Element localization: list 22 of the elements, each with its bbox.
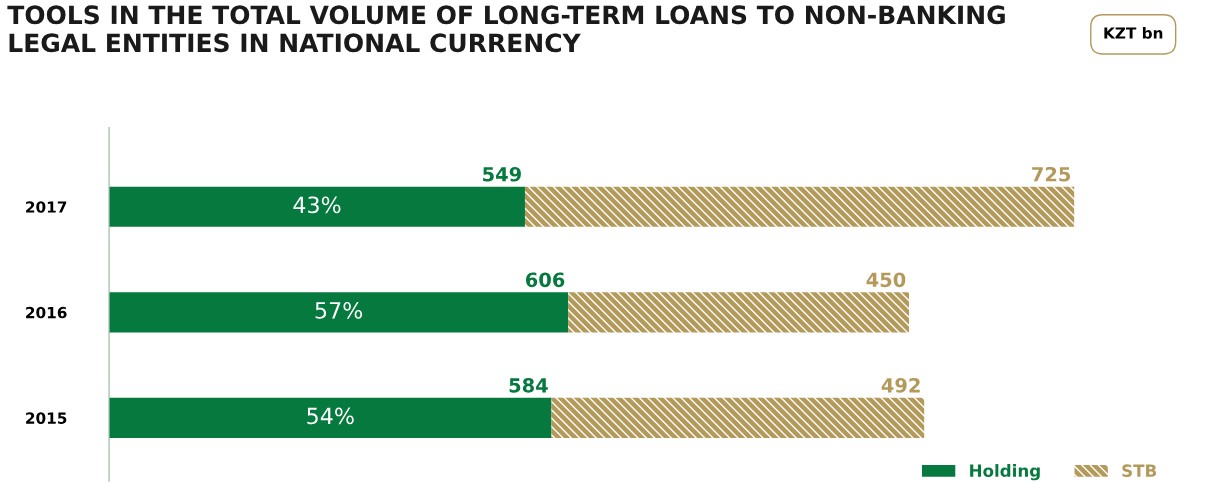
- bar: [109, 186, 525, 227]
- y-tick-label: 2016: [26, 306, 67, 319]
- bar: [568, 292, 910, 333]
- bar: [524, 186, 1075, 227]
- legend-label: STB: [1122, 464, 1157, 477]
- y-tick-label: 2017: [26, 201, 67, 213]
- data-label: 549: [483, 166, 521, 182]
- annotation: 57%: [315, 301, 363, 319]
- y-tick-label: 2015: [26, 412, 67, 424]
- bar: [551, 397, 925, 438]
- data-label: 606: [525, 272, 565, 288]
- annotation: 43%: [293, 196, 341, 214]
- bar: [109, 292, 569, 333]
- bar: [109, 397, 552, 438]
- annotation: 54%: [307, 407, 354, 425]
- data-label: 492: [881, 377, 920, 393]
- data-label: 450: [866, 272, 906, 288]
- chart-title: TOOLS IN THE TOTAL VOLUME OF LONG-TERM LOANS TO NON-BANKING LEGAL ENTITIES IN NATIONAL CURRENCY: [7, 5, 1005, 53]
- data-label: 584: [509, 377, 548, 393]
- legend-label: Holding: [970, 464, 1040, 481]
- data-label: 725: [1032, 166, 1071, 182]
- text: KZT bn: [1104, 26, 1163, 39]
